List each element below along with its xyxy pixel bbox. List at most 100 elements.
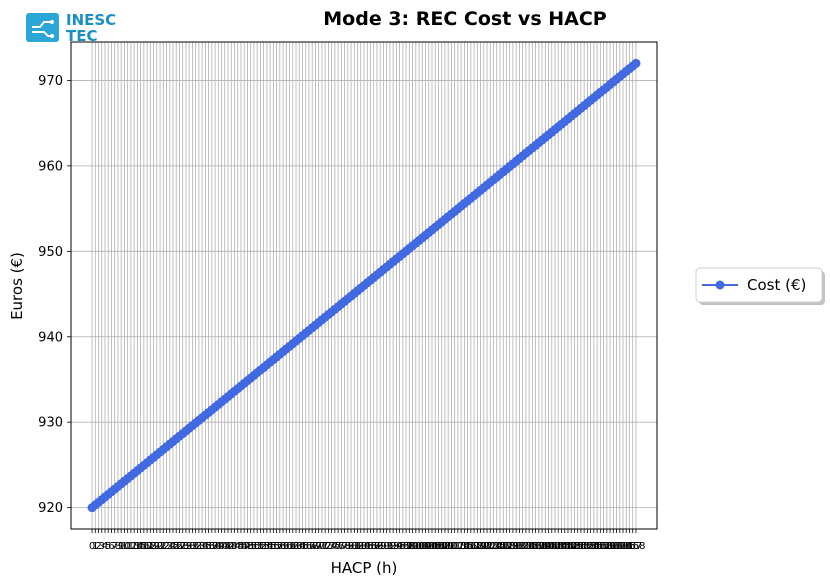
x-tick-label: 151 — [571, 541, 590, 552]
y-axis-ticks: 920 930 940 950 960 970 — [38, 74, 71, 516]
x-tick-label: 19 — [147, 541, 160, 552]
x-tick-label: 90 — [377, 541, 390, 552]
x-tick-label: 4 — [102, 541, 108, 552]
chart-title: Mode 3: REC Cost vs HACP — [323, 8, 607, 30]
x-tick-label: 117 — [461, 541, 480, 552]
x-tick-label: 36 — [202, 541, 215, 552]
x-tick-label: 138 — [529, 541, 548, 552]
x-tick-label: 70 — [312, 541, 325, 552]
x-tick-label: 9 — [118, 541, 124, 552]
x-tick-label: 41 — [218, 541, 231, 552]
x-tick-label: 96 — [396, 541, 409, 552]
x-tick-label: 87 — [367, 541, 380, 552]
data-point — [631, 58, 641, 68]
x-tick-label: 168 — [626, 541, 645, 552]
x-tick-label: 56 — [267, 541, 280, 552]
x-tick-label: 112 — [445, 541, 464, 552]
x-tick-label: 53 — [257, 541, 270, 552]
y-tick-label: 950 — [38, 245, 63, 260]
x-tick-label: 67 — [303, 541, 316, 552]
x-tick-label: 48 — [241, 541, 254, 552]
x-tick-label: 99 — [406, 541, 419, 552]
x-tick-label: 158 — [594, 541, 613, 552]
x-tick-label: 92 — [384, 541, 397, 552]
x-tick-label: 16 — [137, 541, 150, 552]
x-tick-label: 118 — [465, 541, 484, 552]
x-tick-label: 12 — [125, 541, 138, 552]
x-tick-label: 78 — [338, 541, 351, 552]
inesc-tec-logo: INESC TEC — [26, 12, 116, 44]
y-tick-label: 940 — [38, 330, 63, 345]
x-tick-label: 17 — [141, 541, 154, 552]
x-tick-label: 164 — [613, 541, 632, 552]
x-tick-label: 33 — [193, 541, 206, 552]
x-tick-label: 101 — [409, 541, 428, 552]
x-tick-label: 7 — [112, 541, 118, 552]
x-tick-label: 11 — [121, 541, 134, 552]
x-tick-label: 54 — [261, 541, 274, 552]
x-tick-label: 89 — [374, 541, 387, 552]
x-tick-label: 24 — [163, 541, 176, 552]
x-tick-label: 102 — [413, 541, 432, 552]
x-tick-label: 6 — [108, 541, 114, 552]
x-tick-label: 50 — [248, 541, 261, 552]
x-tick-label: 44 — [228, 541, 241, 552]
x-tick-label: 42 — [222, 541, 235, 552]
logo-line2: TEC — [66, 27, 98, 44]
x-tick-label: 21 — [154, 541, 167, 552]
x-tick-label: 130 — [503, 541, 522, 552]
x-tick-label: 1 — [92, 541, 98, 552]
x-tick-label: 23 — [160, 541, 173, 552]
x-tick-label: 121 — [474, 541, 493, 552]
x-tick-label: 14 — [131, 541, 144, 552]
x-tick-label: 139 — [533, 541, 552, 552]
x-tick-label: 80 — [345, 541, 358, 552]
x-tick-label: 154 — [581, 541, 600, 552]
x-tick-label: 26 — [170, 541, 183, 552]
horizontal-gridlines — [71, 80, 657, 509]
x-tick-label: 82 — [351, 541, 364, 552]
x-tick-label: 75 — [328, 541, 341, 552]
x-tick-label: 127 — [494, 541, 513, 552]
x-tick-label: 71 — [316, 541, 329, 552]
x-tick-label: 37 — [205, 541, 218, 552]
x-tick-label: 95 — [393, 541, 406, 552]
x-tick-label: 77 — [335, 541, 348, 552]
x-tick-label: 40 — [215, 541, 228, 552]
x-tick-label: 30 — [183, 541, 196, 552]
x-tick-label: 152 — [575, 541, 594, 552]
x-tick-label: 55 — [264, 541, 277, 552]
x-tick-label: 94 — [390, 541, 403, 552]
x-tick-label: 76 — [332, 541, 345, 552]
x-tick-label: 157 — [591, 541, 610, 552]
x-tick-label: 39 — [212, 541, 225, 552]
x-tick-label: 34 — [196, 541, 209, 552]
x-tick-label: 106 — [426, 541, 445, 552]
x-tick-label: 69 — [309, 541, 322, 552]
x-axis-ticks: 0123456789101112131415161718192021222324… — [89, 529, 646, 552]
x-tick-label: 20 — [150, 541, 163, 552]
x-tick-label: 122 — [477, 541, 496, 552]
x-tick-label: 74 — [325, 541, 338, 552]
x-tick-label: 141 — [539, 541, 558, 552]
x-tick-label: 143 — [545, 541, 564, 552]
legend: Cost (€) — [695, 267, 825, 305]
x-tick-label: 2 — [95, 541, 101, 552]
x-tick-label: 83 — [354, 541, 367, 552]
x-tick-label: 18 — [144, 541, 157, 552]
logo-line1: INESC — [66, 12, 116, 29]
x-tick-label: 60 — [280, 541, 293, 552]
x-tick-label: 81 — [348, 541, 361, 552]
x-tick-label: 109 — [435, 541, 454, 552]
x-tick-label: 156 — [588, 541, 607, 552]
series-layer — [87, 58, 641, 513]
y-axis-label: Euros (€) — [8, 252, 26, 320]
x-tick-label: 129 — [500, 541, 519, 552]
x-tick-label: 22 — [157, 541, 170, 552]
x-tick-label: 8 — [115, 541, 121, 552]
x-tick-label: 165 — [617, 541, 636, 552]
x-tick-label: 162 — [607, 541, 626, 552]
x-tick-label: 107 — [429, 541, 448, 552]
x-tick-label: 79 — [341, 541, 354, 552]
x-tick-label: 91 — [380, 541, 393, 552]
